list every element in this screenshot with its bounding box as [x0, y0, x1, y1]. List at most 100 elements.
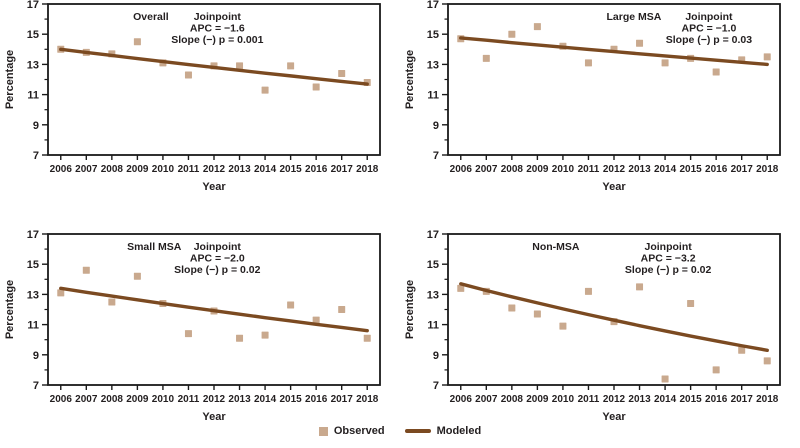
observed-marker	[236, 334, 244, 342]
observed-marker	[184, 71, 192, 79]
x-axis-label: Year	[602, 411, 626, 423]
y-tick-label: 11	[27, 90, 39, 102]
panel-title: Small MSA	[127, 241, 182, 253]
legend-modeled-label: Modeled	[436, 425, 482, 437]
y-tick-label: 15	[427, 259, 439, 271]
x-tick-label: 2008	[101, 164, 124, 175]
panel-annotation-line: Slope (−) p = 0.03	[666, 34, 753, 46]
x-tick-label: 2013	[628, 394, 651, 405]
x-tick-label: 2008	[501, 394, 524, 405]
observed-marker	[636, 39, 644, 47]
modeled-line	[59, 47, 369, 86]
x-axis-label: Year	[602, 181, 626, 193]
x-tick-label: 2015	[279, 164, 302, 175]
observed-marker	[636, 283, 644, 291]
observed-marker	[763, 53, 771, 61]
x-tick-label: 2010	[552, 394, 575, 405]
observed-marker	[533, 310, 541, 318]
y-tick-label: 13	[427, 289, 439, 301]
y-axis-label: Percentage	[404, 50, 416, 109]
y-tick-label: 9	[33, 120, 39, 132]
observed-marker	[584, 287, 592, 295]
y-tick-label: 7	[33, 380, 39, 392]
panel-title: Overall	[133, 11, 169, 23]
x-tick-label: 2013	[228, 164, 251, 175]
observed-marker	[312, 316, 320, 324]
observed-marker	[287, 301, 295, 309]
legend: Observed Modeled	[0, 425, 800, 437]
observed-marker	[559, 322, 567, 330]
x-tick-label: 2007	[475, 164, 498, 175]
y-tick-label: 7	[33, 150, 39, 162]
x-tick-label: 2008	[101, 394, 124, 405]
x-tick-label: 2018	[756, 394, 779, 405]
panel-large-msa: 7 9 11 13 15 17 2006 2007 2008 2009 2010 2011 2012 20…	[400, 0, 800, 200]
x-tick-label: 2012	[603, 164, 626, 175]
modeled-line	[459, 282, 769, 352]
x-tick-label: 2006	[50, 164, 73, 175]
panel-annotation-line: Joinpoint	[685, 11, 733, 23]
panel-annotation-line: Joinpoint	[194, 11, 242, 23]
x-tick-label: 2007	[475, 394, 498, 405]
observed-marker	[738, 346, 746, 354]
observed-marker	[508, 30, 516, 38]
x-tick-label: 2012	[203, 164, 226, 175]
observed-marker	[133, 38, 141, 46]
legend-item-modeled: Modeled	[404, 425, 482, 437]
observed-marker	[261, 331, 269, 339]
y-tick-label: 11	[27, 320, 39, 332]
x-tick-label: 2009	[126, 394, 149, 405]
panel-small-msa: 7 9 11 13 15 17 2006 2007 2008 2009 2010 2011 2012 20…	[0, 229, 400, 430]
x-tick-label: 2017	[731, 394, 754, 405]
observed-marker	[687, 299, 695, 307]
x-tick-label: 2015	[679, 164, 702, 175]
observed-marker	[184, 330, 192, 338]
panel-title: Large MSA	[606, 11, 661, 23]
x-tick-label: 2016	[305, 394, 328, 405]
observed-marker	[133, 272, 141, 280]
x-tick-label: 2009	[526, 394, 549, 405]
panel-annotation-line: Slope (−) p = 0.02	[174, 264, 261, 276]
modeled-line	[459, 36, 769, 67]
observed-marker	[338, 306, 346, 313]
x-tick-label: 2014	[654, 164, 677, 175]
panel-annotation-line: Joinpoint	[644, 241, 692, 253]
observed-marker	[457, 284, 465, 292]
panel-non-msa: 7 9 11 13 15 17 2006 2007 2008 2009 2010 2011 2012 20…	[400, 229, 800, 430]
panel-overall: 7 9 11 13 15 17 2006 2007 2008 2009 2010 2011 2012 20…	[0, 0, 400, 200]
y-tick-label: 15	[27, 29, 39, 41]
y-tick-label: 11	[427, 320, 439, 332]
x-tick-label: 2018	[356, 164, 379, 175]
x-tick-label: 2011	[578, 394, 600, 405]
observed-marker	[82, 266, 90, 274]
x-tick-label: 2006	[450, 164, 473, 175]
modeled-line	[59, 286, 369, 333]
x-tick-label: 2008	[501, 164, 524, 175]
observed-swatch-icon	[318, 426, 328, 436]
y-tick-label: 17	[427, 230, 439, 241]
x-tick-label: 2014	[654, 394, 677, 405]
x-tick-label: 2011	[178, 164, 200, 175]
y-tick-label: 15	[427, 29, 439, 41]
x-tick-label: 2006	[50, 394, 73, 405]
x-tick-label: 2010	[152, 394, 175, 405]
x-tick-label: 2009	[526, 164, 549, 175]
x-tick-label: 2017	[731, 164, 754, 175]
observed-marker	[312, 83, 320, 91]
x-tick-label: 2016	[705, 164, 728, 175]
x-tick-label: 2009	[126, 164, 149, 175]
y-tick-label: 11	[427, 90, 439, 102]
x-tick-label: 2012	[603, 394, 626, 405]
y-tick-label: 9	[433, 120, 439, 132]
y-tick-label: 13	[427, 59, 439, 71]
panel-annotation-line: Slope (−) p = 0.02	[625, 264, 712, 276]
panel-annotation-line: APC = −2.0	[190, 253, 245, 265]
observed-marker	[108, 298, 116, 306]
x-tick-label: 2013	[228, 394, 251, 405]
observed-marker	[261, 86, 269, 94]
observed-marker	[584, 59, 592, 67]
panel-annotation-line: APC = −3.2	[641, 253, 696, 265]
observed-marker	[482, 54, 490, 62]
